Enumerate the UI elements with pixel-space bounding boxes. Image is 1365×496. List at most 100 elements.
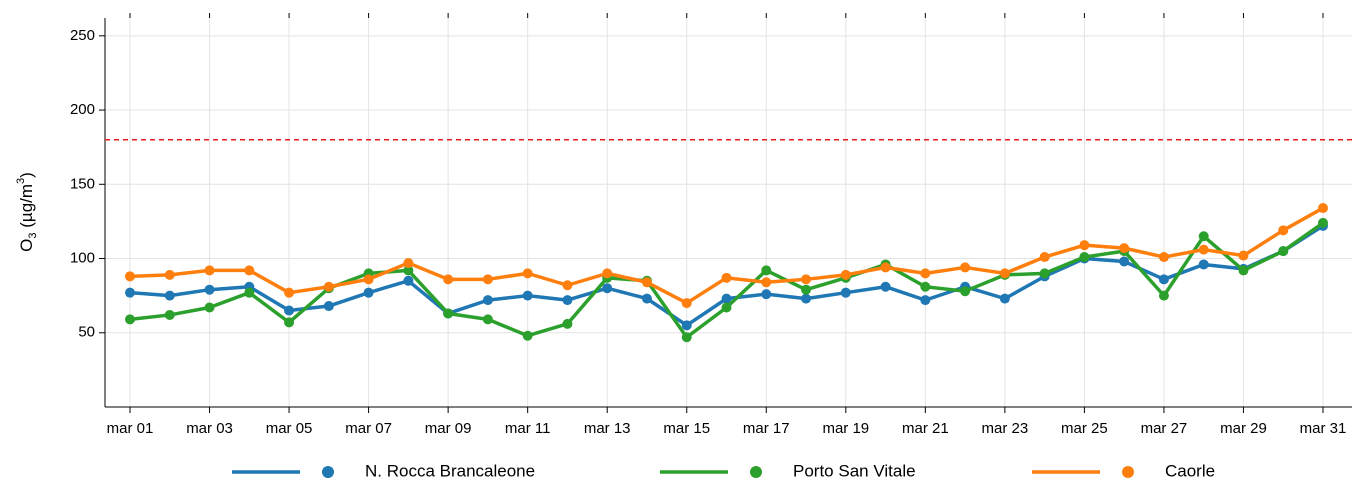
y-tick-label: 100 bbox=[70, 249, 95, 266]
legend-label: Caorle bbox=[1165, 461, 1215, 480]
x-tick-label: mar 21 bbox=[902, 420, 949, 437]
point bbox=[920, 281, 931, 292]
point bbox=[920, 295, 931, 306]
x-tick-label: mar 15 bbox=[663, 420, 710, 437]
point bbox=[284, 305, 295, 316]
x-tick-label: mar 19 bbox=[822, 420, 869, 437]
point bbox=[403, 275, 414, 286]
point bbox=[880, 281, 891, 292]
x-tick-label: mar 27 bbox=[1141, 420, 1188, 437]
point bbox=[562, 318, 573, 329]
point bbox=[482, 274, 493, 285]
point bbox=[204, 265, 215, 276]
point bbox=[999, 268, 1010, 279]
point bbox=[1198, 244, 1209, 255]
point bbox=[443, 308, 454, 319]
point bbox=[920, 268, 931, 279]
point bbox=[681, 332, 692, 343]
x-tick-label: mar 23 bbox=[982, 420, 1029, 437]
y-label-part: 3 bbox=[27, 232, 39, 238]
point bbox=[721, 293, 732, 304]
point bbox=[681, 320, 692, 331]
point bbox=[204, 302, 215, 313]
point bbox=[204, 284, 215, 295]
legend-dot bbox=[1122, 466, 1134, 478]
legend-dot bbox=[750, 466, 762, 478]
point bbox=[1278, 246, 1289, 257]
point bbox=[641, 277, 652, 288]
x-tick-label: mar 13 bbox=[584, 420, 631, 437]
y-tick-label: 150 bbox=[70, 175, 95, 192]
y-label-part: 3 bbox=[15, 178, 27, 184]
point bbox=[840, 287, 851, 298]
point bbox=[999, 293, 1010, 304]
point bbox=[1079, 240, 1090, 251]
x-tick-label: mar 25 bbox=[1061, 420, 1108, 437]
legend-label: Porto San Vitale bbox=[793, 461, 916, 480]
x-tick-label: mar 07 bbox=[345, 420, 392, 437]
point bbox=[125, 287, 135, 298]
point bbox=[562, 295, 573, 306]
y-label-part: O bbox=[17, 239, 36, 252]
point bbox=[880, 262, 891, 273]
point bbox=[1158, 252, 1169, 263]
point bbox=[1158, 274, 1169, 285]
point bbox=[801, 293, 812, 304]
point bbox=[1158, 290, 1169, 301]
point bbox=[761, 265, 772, 276]
x-tick-label: mar 29 bbox=[1220, 420, 1267, 437]
point bbox=[284, 287, 295, 298]
point bbox=[761, 277, 772, 288]
point bbox=[602, 283, 613, 294]
y-label-part: (µg/m bbox=[17, 184, 36, 233]
point bbox=[125, 314, 135, 325]
point bbox=[323, 281, 334, 292]
point bbox=[522, 290, 533, 301]
point bbox=[244, 265, 255, 276]
series-line bbox=[129, 206, 1324, 305]
x-tick-label: mar 17 bbox=[743, 420, 790, 437]
legend-dot bbox=[322, 466, 334, 478]
y-tick-label: 250 bbox=[70, 27, 95, 44]
point bbox=[1079, 252, 1090, 263]
point bbox=[721, 272, 732, 283]
point bbox=[403, 265, 414, 276]
point bbox=[801, 274, 812, 285]
x-tick-label: mar 01 bbox=[107, 420, 154, 437]
point bbox=[960, 262, 971, 273]
point bbox=[681, 298, 692, 309]
point bbox=[363, 274, 374, 285]
point bbox=[1238, 250, 1249, 261]
point bbox=[522, 268, 533, 279]
point bbox=[164, 269, 175, 280]
point bbox=[1198, 259, 1209, 270]
point bbox=[244, 287, 255, 298]
point bbox=[562, 280, 573, 291]
legend-label: N. Rocca Brancaleone bbox=[365, 461, 535, 480]
y-label-part: ) bbox=[17, 172, 36, 178]
point bbox=[602, 268, 613, 279]
y-tick-label: 200 bbox=[70, 101, 95, 118]
point bbox=[1278, 225, 1289, 236]
point bbox=[641, 293, 652, 304]
point bbox=[801, 284, 812, 295]
y-tick-label: 50 bbox=[78, 324, 95, 341]
point bbox=[443, 274, 454, 285]
point bbox=[1198, 231, 1209, 242]
point bbox=[960, 286, 971, 297]
point bbox=[1238, 265, 1249, 276]
point bbox=[1039, 252, 1050, 263]
x-tick-label: mar 11 bbox=[505, 420, 551, 437]
point bbox=[1318, 217, 1328, 228]
point bbox=[164, 309, 175, 320]
point bbox=[284, 317, 295, 328]
point bbox=[482, 295, 493, 306]
x-tick-label: mar 09 bbox=[425, 420, 472, 437]
point bbox=[403, 257, 414, 268]
point bbox=[840, 269, 851, 280]
point bbox=[1039, 268, 1050, 279]
x-tick-label: mar 05 bbox=[266, 420, 313, 437]
point bbox=[125, 271, 135, 282]
point bbox=[164, 290, 175, 301]
